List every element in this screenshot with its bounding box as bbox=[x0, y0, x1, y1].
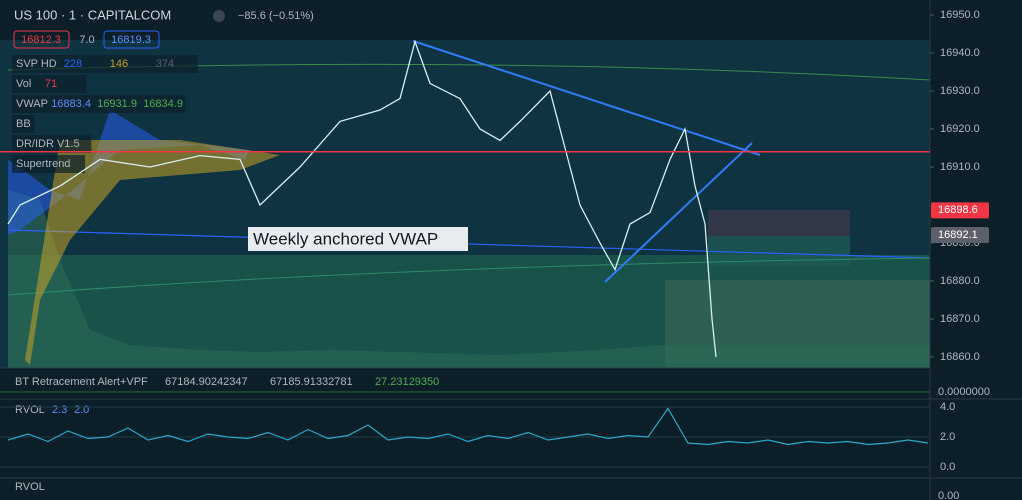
bid: 16812.3 bbox=[21, 34, 61, 46]
symbol: US 100 · 1 · CAPITALCOM bbox=[14, 7, 171, 22]
y-tick-label: 16880.0 bbox=[940, 275, 980, 287]
indicator-name: SVP HD bbox=[16, 58, 57, 70]
trend-line bbox=[412, 40, 761, 156]
y-tick-label: 16870.0 bbox=[940, 313, 980, 325]
y-tick-label: 16910.0 bbox=[940, 161, 980, 173]
sell-box[interactable] bbox=[13, 30, 70, 49]
indicator-bg bbox=[12, 95, 186, 113]
price-label: 16892.1 bbox=[938, 229, 978, 241]
indicator-value: 16834.9 bbox=[143, 98, 183, 110]
annotation: Weekly anchored VWAP bbox=[253, 229, 438, 248]
indicator-name: VWAP bbox=[16, 98, 48, 110]
indicator-name: Vol bbox=[16, 78, 31, 90]
vwap-lower bbox=[7, 257, 931, 296]
indicator-value: 374 bbox=[156, 58, 174, 70]
y-tick-label: 16930.0 bbox=[940, 85, 980, 97]
annotation-box bbox=[248, 227, 468, 251]
indicator-value: 228 bbox=[64, 58, 82, 70]
rvol-tick-label: 2.0 bbox=[940, 431, 955, 443]
rvol-label: RVOL bbox=[15, 404, 45, 416]
indicator-bg bbox=[12, 115, 35, 133]
bt-value: 27.23129350 bbox=[375, 376, 439, 388]
vwap-line bbox=[7, 229, 931, 259]
ask: 16819.3 bbox=[111, 34, 151, 46]
indicator-bg bbox=[12, 75, 87, 93]
indicator-value: 16931.9 bbox=[97, 98, 137, 110]
price-label-bg bbox=[931, 202, 989, 219]
bt-value: 67184.90242347 bbox=[165, 376, 248, 388]
spread: 7.0 bbox=[79, 34, 94, 46]
y-tick-label: 16920.0 bbox=[940, 123, 980, 135]
price-change: −85.6 (−0.51%) bbox=[238, 10, 314, 22]
bt-axis-label: 0.0000000 bbox=[938, 386, 990, 398]
rvol2-label: RVOL bbox=[15, 481, 45, 493]
indicator-bg bbox=[12, 55, 198, 73]
bt-label: BT Retracement Alert+VPF bbox=[15, 376, 148, 388]
volume-profile bbox=[8, 110, 250, 235]
buy-box[interactable] bbox=[103, 30, 160, 49]
trend-line bbox=[604, 142, 753, 283]
indicator-value: 146 bbox=[110, 58, 128, 70]
rvol2-axis-label: 0.00 bbox=[938, 490, 959, 500]
bt-value: 67185.91332781 bbox=[270, 376, 353, 388]
y-tick-label: 16950.0 bbox=[940, 9, 980, 21]
y-tick-label: 16940.0 bbox=[940, 47, 980, 59]
y-tick-label: 16860.0 bbox=[940, 351, 980, 363]
indicator-name: BB bbox=[16, 118, 31, 130]
rvol-line bbox=[7, 407, 929, 446]
position-box bbox=[708, 210, 850, 236]
volume-profile bbox=[25, 140, 280, 365]
indicator-bg bbox=[12, 135, 92, 153]
rvol-tick-label: 4.0 bbox=[940, 401, 955, 413]
indicator-bg bbox=[12, 155, 85, 173]
price-line bbox=[7, 39, 717, 358]
volume-bars bbox=[8, 190, 930, 368]
price-label-bg bbox=[931, 227, 989, 244]
indicator-value: 71 bbox=[45, 78, 57, 90]
indicator-value: 16883.4 bbox=[51, 98, 91, 110]
price-label: 16898.6 bbox=[938, 204, 978, 216]
rvol-value: 2.3 bbox=[52, 404, 67, 416]
indicator-name: DR/IDR V1.5 bbox=[16, 138, 80, 150]
rvol-value: 2.0 bbox=[74, 404, 89, 416]
rvol-tick-label: 0.0 bbox=[940, 461, 955, 473]
indicator-name: Supertrend bbox=[16, 158, 70, 170]
hide-button[interactable] bbox=[213, 10, 225, 22]
